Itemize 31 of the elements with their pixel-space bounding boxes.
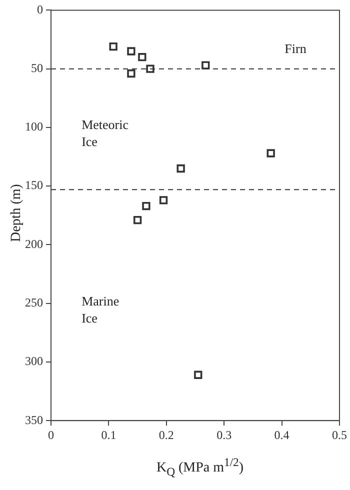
point <box>138 53 146 62</box>
point <box>127 69 136 78</box>
point <box>176 164 185 173</box>
y-tick-label: 350 <box>25 412 43 427</box>
x-tick-label: 0.5 <box>332 428 347 442</box>
y-tick-label: 50 <box>31 60 43 75</box>
x-tick-label: 0.1 <box>101 428 116 442</box>
x-tick-label: 0.4 <box>274 428 290 442</box>
point <box>146 64 154 73</box>
point <box>202 61 210 70</box>
x-tick-label: 0.3 <box>216 428 232 442</box>
point <box>194 370 202 379</box>
annotation: Meteoric Ice <box>82 116 129 149</box>
y-axis-title: Depth (m) <box>9 183 25 244</box>
y-tick-label: 100 <box>25 120 43 134</box>
point <box>127 47 136 56</box>
y-tick-label: 250 <box>25 296 43 310</box>
y-tick-label: 0 <box>37 2 43 16</box>
annotation: Firn <box>284 40 307 56</box>
annotation: Marine Ice <box>82 293 120 326</box>
x-axis-title: K$_{Q}$ (MPa m$^{1/2}$) <box>155 456 245 478</box>
point <box>266 149 275 158</box>
x-tick-label: 0.2 <box>158 428 174 442</box>
y-tick-label: 150 <box>25 178 43 192</box>
point <box>159 196 168 204</box>
point <box>109 42 118 51</box>
y-tick-label: 300 <box>25 354 43 368</box>
y-tick-label: 200 <box>25 236 43 251</box>
point <box>142 202 150 210</box>
point <box>133 216 142 224</box>
x-tick-label: 0 <box>48 428 54 442</box>
